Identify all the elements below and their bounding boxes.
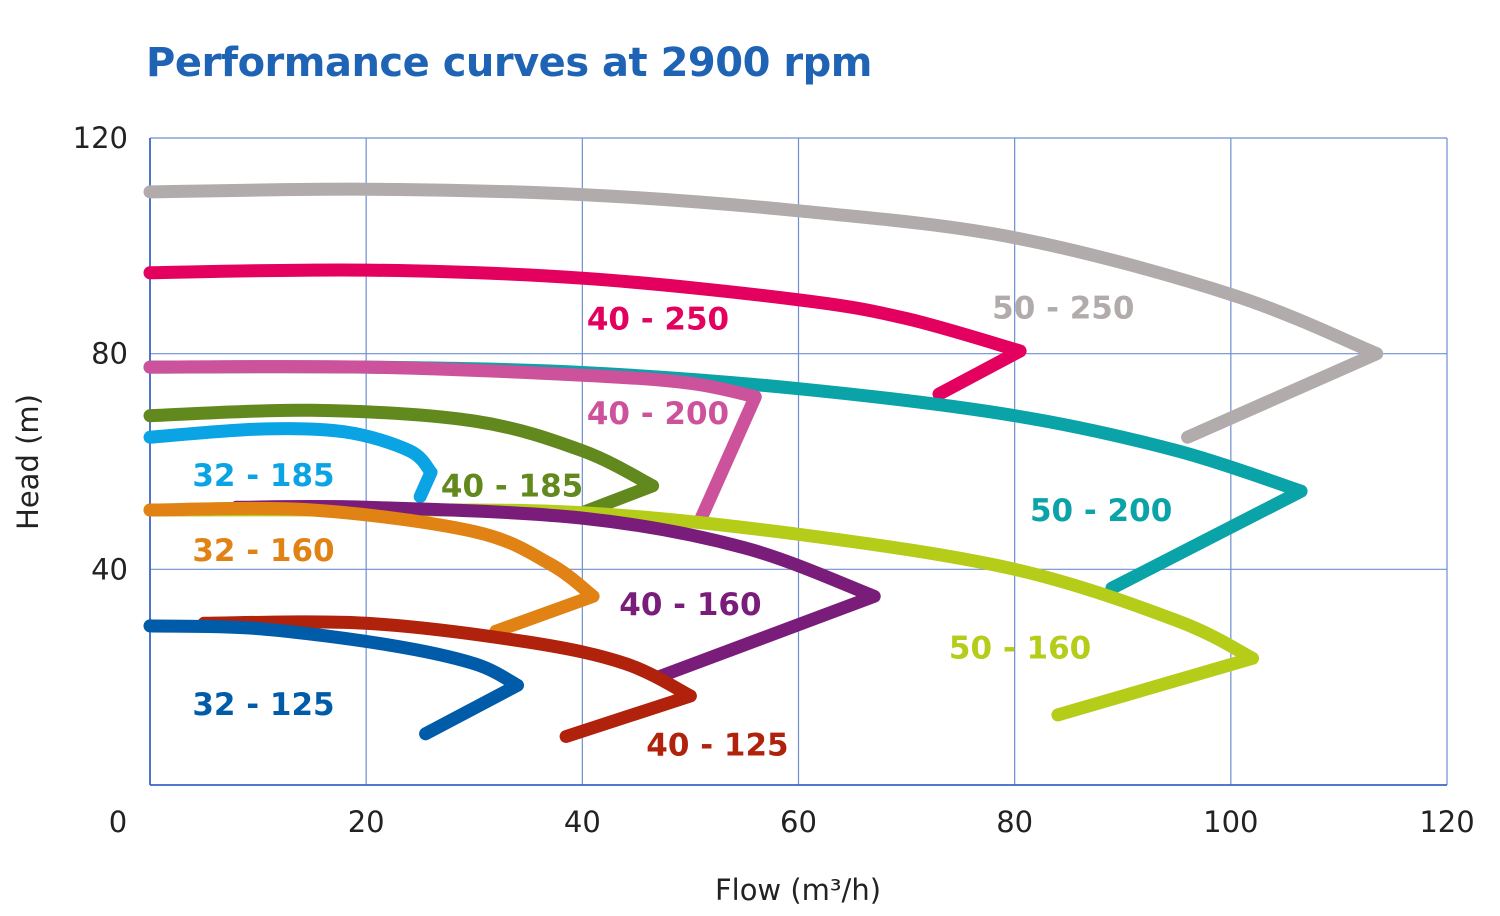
curve-label-40-125: 40 - 125	[646, 727, 788, 763]
curve-label-32-185: 32 - 185	[192, 458, 334, 494]
curve-40-200	[143, 360, 762, 525]
curve-label-50-200: 50 - 200	[1030, 493, 1172, 529]
curve-label-32-160: 32 - 160	[192, 533, 334, 569]
curves	[143, 182, 1384, 743]
curve-40-250	[143, 263, 1027, 401]
x-tick-label: 40	[564, 805, 601, 839]
curve-32-125	[143, 619, 524, 741]
curve-40-185	[143, 403, 660, 520]
curve-32-185	[143, 422, 438, 503]
curve-label-50-160: 50 - 160	[949, 630, 1091, 666]
y-tick-label: 120	[73, 121, 128, 155]
x-tick-label: 100	[1203, 805, 1258, 839]
curve-label-40-160: 40 - 160	[619, 587, 761, 623]
x-axis-title: Flow (m³/h)	[715, 873, 881, 907]
y-tick-label: 40	[91, 552, 128, 586]
curve-label-40-200: 40 - 200	[587, 396, 729, 432]
curve-label-40-185: 40 - 185	[441, 469, 583, 505]
curve-label-50-250: 50 - 250	[992, 291, 1134, 327]
x-tick-label: 120	[1419, 805, 1474, 839]
curve-32-160	[143, 501, 600, 638]
chart-title: Performance curves at 2900 rpm	[146, 40, 872, 86]
curve-labels: 50 - 250 40 - 250 40 - 200 32 - 185 40 - 185…	[192, 291, 1172, 764]
x-tick-label: 0	[109, 805, 127, 839]
grid	[150, 137, 1448, 785]
curve-label-32-125: 32 - 125	[192, 687, 334, 723]
axes: 0 20 40 60 80 100 120 40 80 120	[73, 121, 1475, 839]
x-tick-label: 20	[348, 805, 385, 839]
y-axis-title: Head (m)	[11, 394, 45, 530]
x-tick-label: 60	[780, 805, 817, 839]
y-tick-label: 80	[91, 337, 128, 371]
curve-label-40-250: 40 - 250	[587, 301, 729, 337]
x-tick-label: 80	[996, 805, 1033, 839]
curve-50-250	[143, 182, 1384, 444]
curve-40-125	[197, 615, 697, 743]
